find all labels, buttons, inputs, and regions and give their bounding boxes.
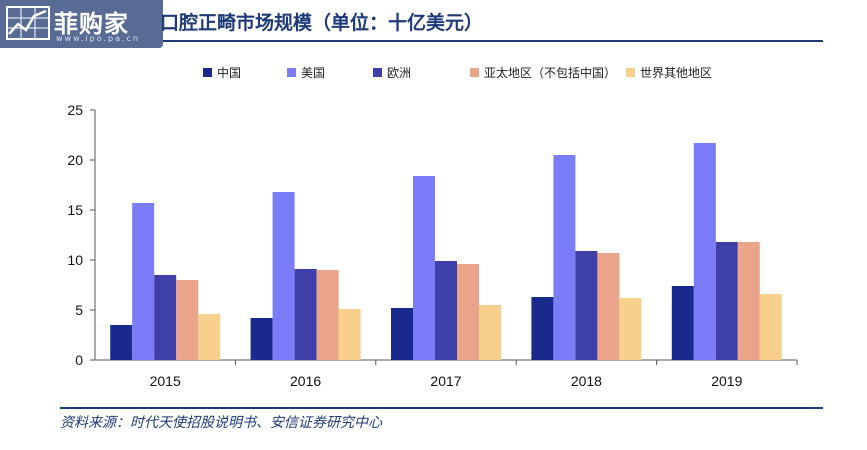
x-tick-label: 2017 — [430, 373, 461, 389]
bar-1-1 — [272, 192, 295, 360]
legend-label: 亚太地区（不包括中国） — [484, 65, 616, 80]
bar-2-2 — [435, 261, 457, 360]
bar-1-4 — [338, 309, 361, 360]
source-note: 资料来源：时代天使招股说明书、安信证券研究中心 — [60, 415, 382, 431]
logo-url: www.ipo.pa.cn — [56, 34, 141, 43]
bar-0-1 — [132, 203, 155, 360]
bar-4-4 — [759, 294, 782, 360]
bar-chart: 中国 美国 欧洲 亚太地区（不包括中国） 世界其他地区 0 5 10 15 20 25 2015 201… — [67, 65, 798, 389]
bar-1-3 — [316, 270, 339, 360]
legend-label: 中国 — [217, 65, 241, 80]
bar-3-3 — [597, 253, 620, 360]
legend-label: 美国 — [301, 66, 325, 80]
bar-4-3 — [737, 242, 760, 360]
y-tick-label: 15 — [67, 202, 83, 218]
bar-2-4 — [479, 305, 501, 360]
bar-4-2 — [715, 242, 738, 360]
page-title: 口腔正畸市场规模（单位：十亿美元） — [160, 12, 484, 34]
y-tick-label: 25 — [67, 102, 83, 118]
legend-label: 世界其他地区 — [640, 66, 712, 80]
bar-0-2 — [154, 275, 177, 360]
x-tick-label: 2016 — [290, 373, 321, 389]
x-tick-label: 2019 — [711, 373, 742, 389]
bar-2-0 — [391, 308, 413, 360]
brand-logo: 菲购家 www.ipo.pa.cn — [0, 0, 163, 48]
bar-2-3 — [457, 264, 479, 360]
legend-label: 欧洲 — [387, 66, 411, 80]
legend-swatch — [626, 68, 635, 77]
bar-3-2 — [575, 251, 598, 360]
bar-3-0 — [531, 297, 554, 360]
bar-4-0 — [671, 286, 694, 360]
x-tick-label: 2018 — [571, 373, 602, 389]
bar-0-0 — [110, 325, 133, 360]
chart-logo-icon — [6, 6, 50, 40]
logo-text: 菲购家 — [54, 10, 129, 38]
bar-1-0 — [250, 318, 273, 360]
bar-3-1 — [553, 155, 576, 360]
y-tick-label: 10 — [67, 252, 83, 268]
bar-0-4 — [198, 314, 221, 360]
y-tick-label: 5 — [75, 302, 83, 318]
source-divider — [60, 407, 823, 409]
legend-swatch — [287, 68, 296, 77]
legend-swatch — [203, 68, 212, 77]
bar-0-3 — [176, 280, 199, 360]
bar-3-4 — [619, 298, 642, 360]
bar-4-1 — [693, 143, 716, 360]
title-divider — [163, 40, 823, 42]
bar-1-2 — [294, 269, 317, 360]
bar-2-1 — [413, 176, 435, 360]
legend-swatch — [470, 68, 479, 77]
y-tick-label: 0 — [75, 352, 83, 368]
x-tick-label: 2015 — [150, 373, 181, 389]
y-tick-label: 20 — [67, 152, 83, 168]
legend-swatch — [373, 68, 382, 77]
